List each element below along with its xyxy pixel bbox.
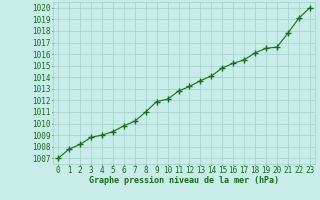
X-axis label: Graphe pression niveau de la mer (hPa): Graphe pression niveau de la mer (hPa) [89,176,279,185]
